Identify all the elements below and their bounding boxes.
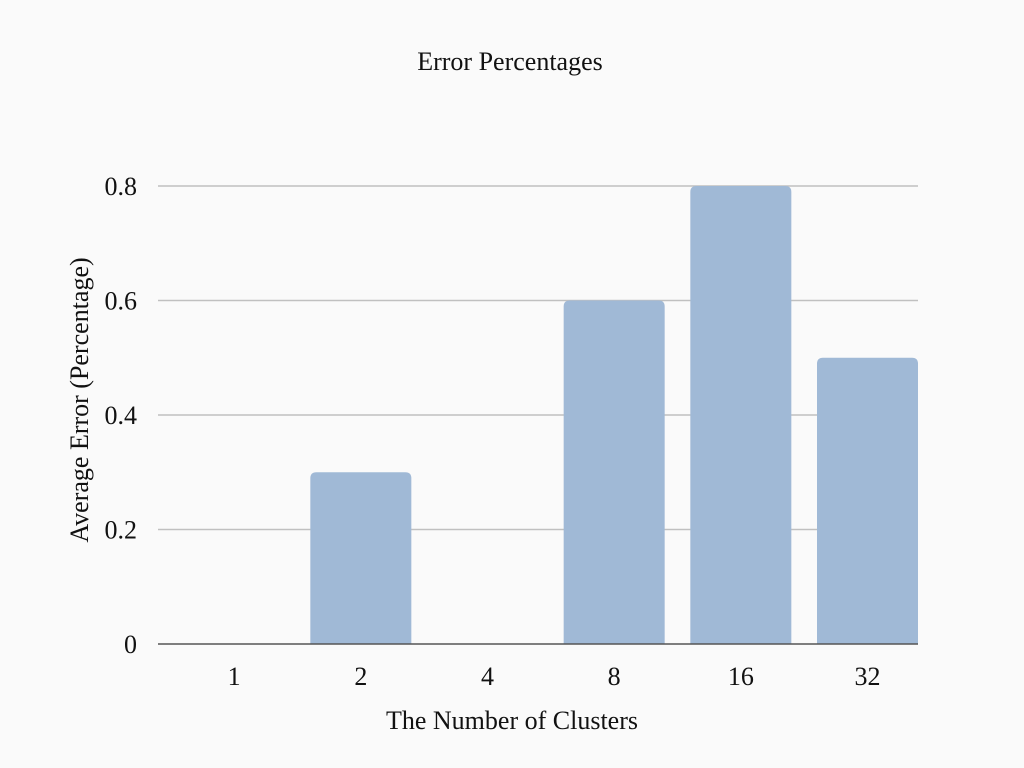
bars: [310, 186, 918, 644]
gridlines: [158, 185, 918, 531]
bar-32: [817, 357, 918, 644]
x-tick-label: 16: [728, 662, 754, 691]
x-tick-label: 4: [481, 662, 494, 691]
y-tick-label: 0.8: [105, 172, 138, 201]
x-tick-labels: 1 2 4 8 16 32: [228, 662, 881, 691]
y-tick-label: 0: [124, 630, 137, 659]
x-tick-label: 8: [608, 662, 621, 691]
x-axis-label: The Number of Clusters: [386, 706, 638, 735]
y-axis-label: Average Error (Percentage): [65, 257, 94, 542]
chart-title: Error Percentages: [417, 47, 603, 76]
x-tick-label: 32: [855, 662, 881, 691]
bar-16: [690, 186, 792, 644]
bar-2: [310, 472, 412, 644]
x-tick-label: 1: [228, 662, 241, 691]
bar-8: [563, 300, 665, 644]
x-tick-label: 2: [354, 662, 367, 691]
y-tick-labels: 0 0.2 0.4 0.6 0.8: [105, 172, 138, 659]
y-tick-label: 0.2: [105, 516, 138, 545]
y-tick-label: 0.4: [105, 401, 138, 430]
y-tick-label: 0.6: [105, 287, 138, 316]
